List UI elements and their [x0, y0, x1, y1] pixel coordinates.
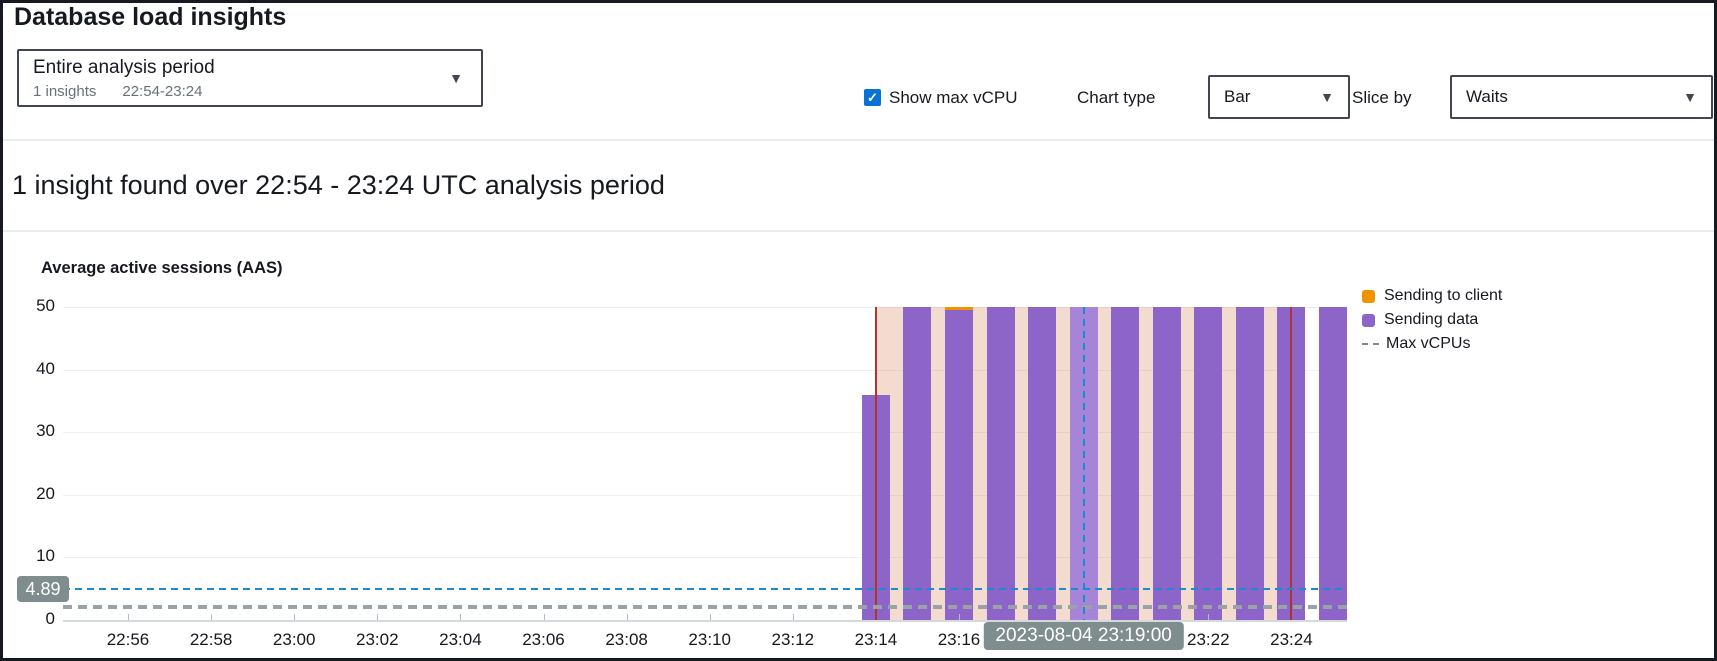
legend-label: Sending to client [1384, 287, 1503, 304]
load-bar[interactable] [1318, 307, 1347, 620]
load-bar[interactable] [1028, 307, 1057, 620]
x-axis-tick [460, 614, 462, 620]
x-axis-label: 23:04 [439, 630, 482, 649]
x-axis-tick [626, 614, 628, 620]
page-title: Database load insights [14, 3, 287, 31]
x-axis-label: 23:22 [1187, 630, 1230, 649]
slice-by-select[interactable]: Waits ▼ [1450, 75, 1713, 119]
chevron-down-icon: ▼ [449, 70, 463, 86]
x-axis-tick [543, 614, 545, 620]
x-axis-tick [959, 614, 960, 620]
analysis-time-range: 22:54-23:24 [122, 83, 203, 100]
legend-swatch-max-vcpus [1362, 343, 1379, 345]
legend-item-sending-to-client: Sending to client [1362, 284, 1502, 308]
x-axis-label: 22:56 [106, 630, 150, 649]
chart-title: Average active sessions (AAS) [41, 259, 283, 277]
load-bar[interactable] [986, 307, 1015, 620]
max-vcpus-line [63, 605, 1347, 610]
bar-segment-sending-to-client [945, 307, 973, 311]
aas-chart-card: Average active sessions (AAS) 0 10 20 30 40 5… [0, 232, 1717, 658]
y-axis-label: 0 [45, 609, 55, 628]
slice-by-value: Waits [1466, 87, 1508, 106]
gridline [63, 494, 1347, 496]
show-max-vcpu-label[interactable]: Show max vCPU [889, 88, 1018, 107]
aas-value-badge: 4.89 [17, 576, 69, 603]
insight-marker-line [1290, 307, 1293, 620]
chart-type-value: Bar [1224, 87, 1251, 106]
show-max-vcpu-checkbox[interactable]: ✓ [864, 89, 881, 106]
y-axis-label: 30 [36, 421, 55, 441]
chart-legend: Sending to client Sending data Max vCPUs [1362, 284, 1502, 356]
x-axis-label: 22:58 [189, 630, 233, 649]
legend-label: Max vCPUs [1386, 335, 1471, 352]
section-divider [0, 230, 1717, 232]
x-axis-tick [211, 614, 213, 620]
x-axis-label: 23:10 [688, 630, 731, 649]
crosshair-vertical [1082, 307, 1085, 620]
chart-type-select[interactable]: Bar ▼ [1208, 75, 1350, 119]
crosshair-horizontal [63, 588, 1347, 591]
x-axis-line [63, 620, 1347, 622]
x-axis-label: 23:16 [937, 630, 981, 649]
load-bar[interactable] [945, 307, 973, 620]
chart-type-label: Chart type [1077, 88, 1156, 107]
x-axis-tick [294, 614, 296, 620]
analysis-period-dropdown[interactable]: Entire analysis period 1 insights 22:54-2… [17, 49, 483, 107]
legend-item-sending-data: Sending data [1362, 308, 1502, 332]
x-axis-tick [128, 614, 129, 620]
x-axis-tick [377, 614, 379, 620]
analysis-period-subtext: 1 insights 22:54-23:24 [33, 83, 202, 100]
load-bar[interactable] [903, 307, 932, 620]
section-divider [0, 139, 1717, 141]
legend-label: Sending data [1384, 311, 1479, 328]
x-axis-label: 23:00 [272, 630, 316, 649]
load-bar[interactable] [1194, 307, 1223, 620]
y-axis-label: 10 [36, 546, 55, 566]
y-axis-label: 50 [36, 296, 55, 315]
x-axis-tick [792, 614, 794, 620]
gridline [63, 307, 1347, 308]
legend-swatch-sending-data [1362, 313, 1375, 327]
insight-marker-line [874, 307, 877, 620]
y-axis-label: 20 [36, 483, 55, 503]
timestamp-badge: 2023-08-04 23:19:00 [983, 622, 1184, 650]
analysis-period-value: Entire analysis period [33, 57, 215, 78]
insight-summary-text: 1 insight found over 22:54 - 23:24 UTC a… [12, 170, 665, 200]
insights-count: 1 insights [33, 83, 97, 100]
gridline [63, 369, 1347, 371]
x-axis-label: 23:14 [854, 630, 898, 649]
aas-chart-plot: 0 10 20 30 40 50 22:56 22:58 23:00 23:02 23:04 23:0… [0, 232, 1717, 658]
chevron-down-icon: ▼ [1320, 89, 1334, 105]
load-bar[interactable] [1152, 307, 1181, 620]
x-axis-label: 23:24 [1270, 630, 1313, 649]
y-axis-label: 40 [36, 358, 55, 378]
x-axis-label: 23:06 [522, 630, 565, 649]
x-axis-label: 23:02 [356, 630, 399, 649]
legend-item-max-vcpus: Max vCPUs [1362, 332, 1502, 356]
x-axis-tick [1208, 614, 1210, 620]
gridline [63, 557, 1347, 559]
gridline [63, 432, 1347, 434]
checkmark-icon: ✓ [867, 90, 878, 105]
load-bar[interactable] [1235, 307, 1264, 620]
chevron-down-icon: ▼ [1683, 89, 1697, 105]
x-axis-tick [709, 614, 711, 620]
slice-by-label: Slice by [1352, 88, 1412, 107]
legend-swatch-sending-to-client [1362, 289, 1375, 303]
x-axis-label: 23:12 [771, 630, 815, 649]
load-bar[interactable] [1111, 307, 1140, 620]
x-axis-label: 23:08 [605, 630, 648, 649]
